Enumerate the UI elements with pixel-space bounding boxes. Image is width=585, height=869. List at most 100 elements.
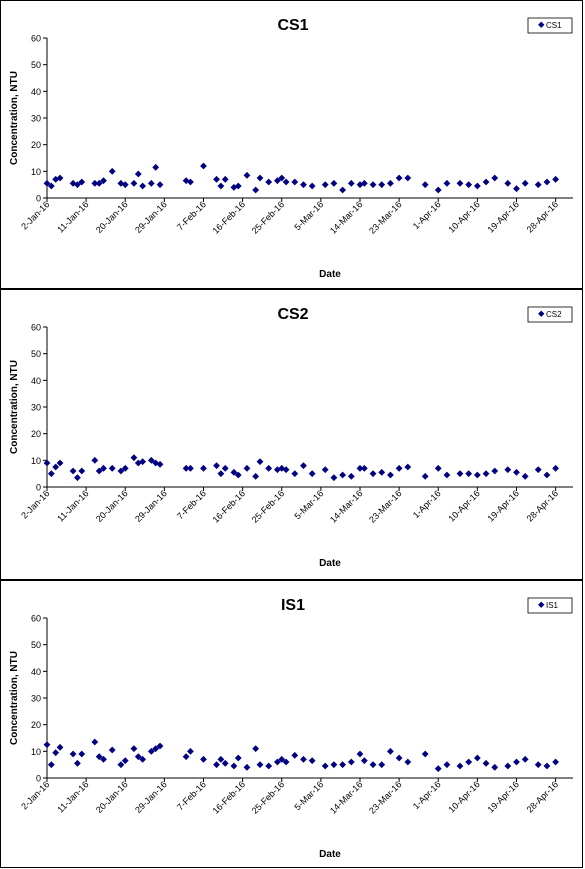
- x-tick-label: 20-Jan-16: [94, 779, 130, 815]
- data-point: [217, 755, 225, 763]
- data-point: [43, 741, 51, 749]
- data-point: [552, 175, 560, 183]
- data-point: [521, 179, 529, 187]
- data-point: [243, 763, 251, 771]
- data-point: [74, 759, 81, 767]
- data-point: [213, 462, 220, 470]
- data-point: [187, 464, 194, 472]
- data-point: [234, 182, 242, 190]
- data-point: [482, 470, 490, 478]
- x-tick-label: 14-Mar-16: [328, 488, 364, 524]
- data-point: [117, 761, 125, 769]
- x-axis-label: Date: [319, 558, 341, 569]
- data-point: [282, 466, 290, 474]
- data-point: [404, 174, 412, 182]
- data-point: [100, 177, 107, 185]
- y-tick-label: 40: [31, 87, 41, 97]
- x-tick-label: 1-Apr-16: [411, 199, 443, 231]
- data-point: [473, 754, 481, 762]
- data-point: [91, 738, 99, 746]
- x-tick-label: 7-Feb-16: [175, 779, 208, 812]
- data-point: [404, 463, 412, 471]
- y-tick-label: 30: [31, 403, 41, 413]
- data-point: [108, 464, 116, 472]
- x-tick-label: 23-Mar-16: [367, 199, 403, 235]
- chart-cs2: CS2 CS2 0 10 20 30 40 50 60 2-Jan-16 11-Jan-16 20-J…: [9, 306, 573, 569]
- y-tick-label: 0: [36, 774, 41, 784]
- data-point: [74, 474, 81, 482]
- data-point: [91, 179, 99, 187]
- chart-panel-cs2: CS2 CS2 0 10 20 30 40 50 60 2-Jan-16 11-Jan-16 20-J…: [0, 289, 583, 580]
- x-tick-label: 7-Feb-16: [175, 199, 208, 232]
- y-tick-label: 20: [31, 140, 41, 150]
- data-point: [434, 765, 442, 773]
- legend-box: [527, 597, 573, 614]
- data-point: [147, 747, 155, 755]
- data-point: [187, 747, 194, 755]
- x-tick-label: 19-Apr-16: [486, 199, 521, 234]
- data-point: [69, 179, 77, 187]
- data-point: [291, 470, 299, 478]
- data-point: [278, 174, 286, 182]
- data-point: [321, 181, 329, 189]
- data-point: [434, 464, 442, 472]
- data-point: [387, 471, 394, 479]
- x-tick-label: 2-Jan-16: [19, 779, 51, 811]
- data-point: [265, 464, 273, 472]
- x-tick-label: 1-Apr-16: [411, 779, 443, 811]
- data-point: [491, 174, 499, 182]
- data-point: [395, 464, 403, 472]
- x-tick-label: 1-Apr-16: [411, 488, 443, 520]
- x-tick-label: 10-Apr-16: [446, 199, 481, 234]
- data-point: [421, 181, 429, 189]
- legend-box: [527, 17, 573, 34]
- data-point: [482, 178, 490, 186]
- x-tick-label: 11-Jan-16: [55, 488, 90, 523]
- data-point: [43, 179, 51, 187]
- y-tick-label: 60: [31, 34, 41, 44]
- data-point: [387, 179, 394, 187]
- x-tick-label: 10-Apr-16: [446, 488, 481, 523]
- data-point: [443, 471, 451, 479]
- data-point: [308, 470, 316, 478]
- data-point: [330, 474, 338, 482]
- x-tick-label: 2-Jan-16: [19, 199, 51, 231]
- data-point: [300, 181, 307, 189]
- data-point: [443, 179, 451, 187]
- data-point: [513, 468, 520, 476]
- x-tick-label: 20-Jan-16: [94, 199, 130, 235]
- y-tick-label: 60: [31, 323, 41, 333]
- data-point: [130, 179, 138, 187]
- data-point: [369, 761, 377, 769]
- data-point: [513, 758, 520, 766]
- data-point: [200, 464, 207, 472]
- data-point: [504, 179, 512, 187]
- y-tick-label: 10: [31, 167, 41, 177]
- data-point: [378, 468, 386, 476]
- data-point: [108, 746, 116, 754]
- y-tick-label: 50: [31, 60, 41, 70]
- legend: IS1: [527, 597, 573, 614]
- x-tick-label: 14-Mar-16: [328, 779, 364, 815]
- y-tick-label: 40: [31, 376, 41, 386]
- data-point: [378, 761, 386, 769]
- data-point: [139, 755, 147, 763]
- data-point: [521, 472, 529, 480]
- x-tick-label: 5-Mar-16: [292, 199, 325, 232]
- data-point: [273, 177, 281, 185]
- y-tick-label: 20: [31, 720, 41, 730]
- data-point: [252, 472, 260, 480]
- data-point: [465, 758, 473, 766]
- data-point: [95, 179, 103, 187]
- y-tick-label: 40: [31, 667, 41, 677]
- x-tick-label: 11-Jan-16: [55, 199, 90, 234]
- data-point: [265, 178, 273, 186]
- data-point: [543, 471, 551, 479]
- data-point: [265, 762, 273, 770]
- data-point: [69, 467, 77, 475]
- legend: CS1: [527, 17, 573, 34]
- legend-label: CS1: [546, 21, 562, 30]
- data-point: [47, 470, 55, 478]
- chart-cs1: CS1 CS1 0 10 20 30 40 50 60 2-Jan-16 11-Jan-16 20-J…: [9, 17, 573, 280]
- data-point: [347, 179, 355, 187]
